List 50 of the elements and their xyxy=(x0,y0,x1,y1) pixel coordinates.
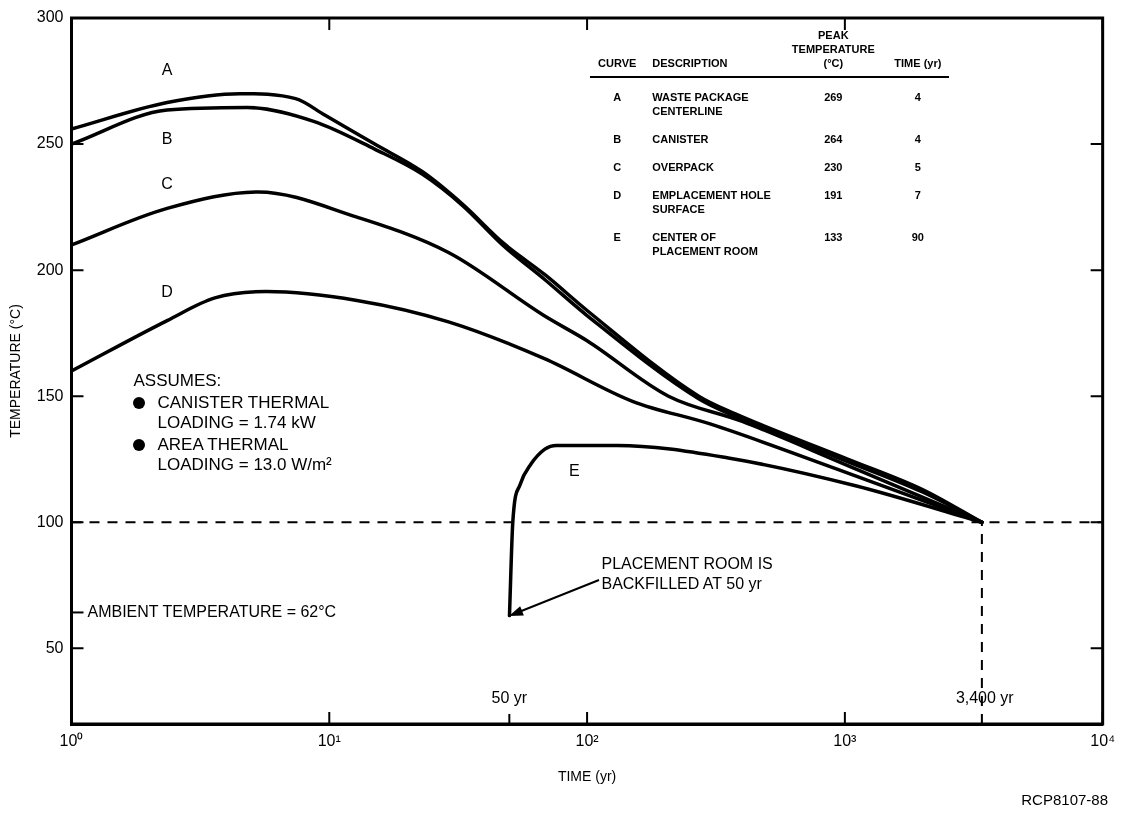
series-label: D xyxy=(161,282,173,300)
y-tick-label: 200 xyxy=(36,260,64,278)
annotation: EMPLACEMENT HOLE SURFACE xyxy=(651,188,772,217)
annotation: DESCRIPTION xyxy=(644,26,781,77)
annotation: 191 xyxy=(823,188,844,203)
y-tick-label: 150 xyxy=(36,386,64,404)
y-tick-label: 50 xyxy=(45,638,64,656)
annotation: 230 xyxy=(823,160,844,175)
series-label: A xyxy=(161,60,173,78)
x-tick-label: 10³ xyxy=(833,732,858,750)
annotation: 133 xyxy=(823,230,844,245)
annotation: WASTE PACKAGE CENTERLINE xyxy=(651,90,750,119)
annotation: C xyxy=(612,160,623,175)
annotation: 7 xyxy=(913,188,922,203)
y-tick-label: 100 xyxy=(36,512,64,530)
annotation: 269 xyxy=(823,90,844,105)
y-axis-title: TEMPERATURE (°C) xyxy=(7,304,24,438)
annotation: PEAK TEMPERATURE (°C) xyxy=(780,26,887,77)
annotation: 4 xyxy=(913,132,922,147)
series-label: C xyxy=(161,174,173,192)
annotation: A xyxy=(612,90,623,105)
annotation: 5 xyxy=(913,160,922,175)
annotation: CENTER OF PLACEMENT ROOM xyxy=(651,230,760,259)
annotation: ASSUMES: xyxy=(133,371,223,391)
y-tick-label: 300 xyxy=(36,8,64,26)
annotation: D xyxy=(612,188,623,203)
annotation: 90 xyxy=(910,230,925,245)
annotation: OVERPACK xyxy=(651,160,715,175)
annotation: CANISTER THERMAL LOADING = 1.74 kW xyxy=(157,393,330,433)
annotation: AREA THERMAL LOADING = 13.0 W/m² xyxy=(157,435,333,475)
annotation: 264 xyxy=(823,132,844,147)
y-tick-label: 250 xyxy=(36,134,64,152)
annotation: CURVE xyxy=(590,26,645,77)
annotation: E xyxy=(612,230,622,245)
annotation: TIME (yr) xyxy=(886,26,950,77)
x-tick-label: 10¹ xyxy=(317,732,341,750)
annotation: 50 yr xyxy=(491,688,528,708)
series-label: E xyxy=(569,461,580,479)
annotation: CANISTER xyxy=(651,132,710,147)
annotation: AMBIENT TEMPERATURE = 62°C xyxy=(87,602,337,623)
ref-line-label: 3,400 yr xyxy=(955,688,1014,708)
annotation: PLACEMENT ROOM IS BACKFILLED AT 50 yr xyxy=(601,553,774,594)
x-axis-title: TIME (yr) xyxy=(557,768,617,785)
x-tick-label: 10⁴ xyxy=(1090,732,1116,750)
x-tick-label: 10⁰ xyxy=(59,732,84,750)
annotation: B xyxy=(612,132,623,147)
x-tick-label: 10² xyxy=(575,732,600,750)
text: RCP8107-88 xyxy=(1021,790,1108,810)
series-label: B xyxy=(161,130,173,148)
annotation: 4 xyxy=(913,90,922,105)
